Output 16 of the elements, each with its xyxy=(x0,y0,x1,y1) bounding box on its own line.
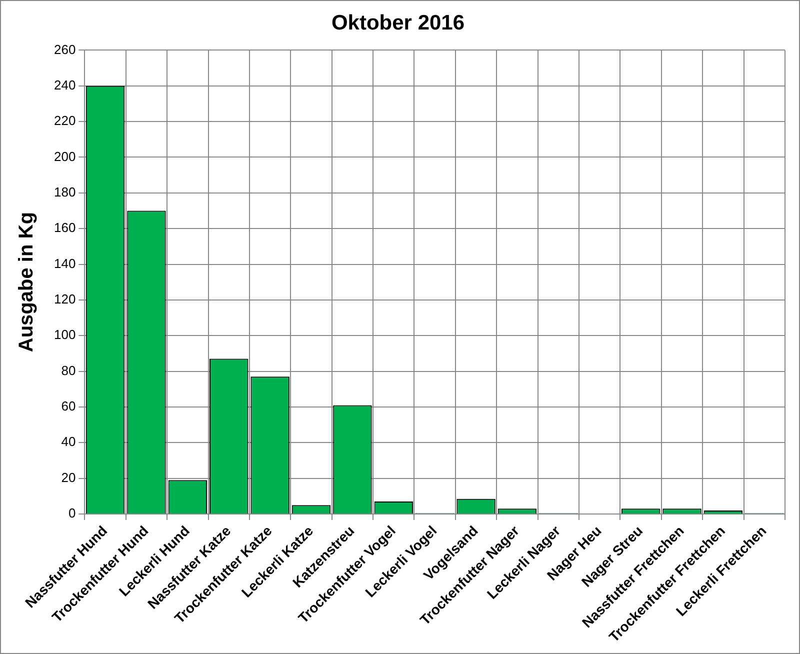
y-tick-label: 160 xyxy=(54,220,76,236)
y-tick-label: 260 xyxy=(54,42,76,57)
y-tick-label: 180 xyxy=(54,184,76,200)
y-tick-label: 80 xyxy=(61,362,76,378)
y-tick-label: 220 xyxy=(54,113,76,128)
chart-title: Oktober 2016 xyxy=(331,11,465,34)
y-tick-label: 240 xyxy=(54,77,76,92)
y-tick-label: 0 xyxy=(68,506,76,521)
y-axis-title: Ausgabe in Kg xyxy=(16,212,38,352)
y-tick-label: 120 xyxy=(54,292,76,307)
y-tick-label: 200 xyxy=(54,148,76,164)
y-tick-label: 140 xyxy=(54,256,76,271)
y-tick-label: 100 xyxy=(54,327,76,342)
y-tick-label: 40 xyxy=(61,434,76,450)
y-tick-label: 20 xyxy=(61,470,76,485)
y-tick-label: 60 xyxy=(61,398,76,414)
